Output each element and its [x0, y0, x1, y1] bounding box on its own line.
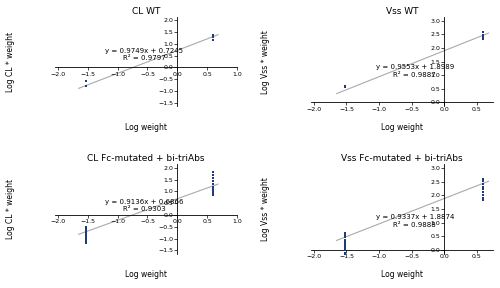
Point — [341, 255, 349, 259]
Point — [210, 173, 218, 178]
Text: y = 0.9136x + 0.6866: y = 0.9136x + 0.6866 — [105, 199, 184, 205]
Point — [210, 182, 218, 187]
Title: Vss WT: Vss WT — [386, 7, 418, 16]
Point — [210, 37, 218, 42]
Title: CL Fc-mutated + bi-triAbs: CL Fc-mutated + bi-triAbs — [87, 154, 204, 163]
Point — [341, 85, 349, 90]
Point — [82, 240, 90, 244]
Point — [341, 237, 349, 242]
Point — [341, 231, 349, 235]
Point — [82, 234, 90, 238]
Point — [210, 179, 218, 184]
Point — [210, 170, 218, 174]
Point — [210, 191, 218, 195]
Title: Vss Fc-mutated + bi-triAbs: Vss Fc-mutated + bi-triAbs — [341, 154, 462, 163]
Point — [82, 79, 90, 84]
X-axis label: Log weight: Log weight — [381, 123, 423, 132]
Point — [82, 238, 90, 243]
Point — [341, 246, 349, 251]
Point — [210, 185, 218, 190]
Point — [341, 242, 349, 246]
Point — [480, 184, 488, 189]
Point — [82, 231, 90, 235]
Point — [341, 233, 349, 238]
Text: R² = 0.9797: R² = 0.9797 — [123, 54, 166, 60]
Point — [210, 189, 218, 194]
Text: R² = 0.9887: R² = 0.9887 — [394, 72, 436, 78]
Y-axis label: Log CL * weight: Log CL * weight — [6, 179, 15, 239]
Text: R² = 0.9303: R² = 0.9303 — [123, 206, 166, 212]
Point — [82, 232, 90, 237]
Point — [480, 190, 488, 194]
Point — [480, 198, 488, 203]
Text: y = 0.9337x + 1.8874: y = 0.9337x + 1.8874 — [376, 214, 454, 220]
X-axis label: Log weight: Log weight — [381, 270, 423, 279]
Text: R² = 0.9888: R² = 0.9888 — [394, 222, 436, 228]
Point — [341, 83, 349, 88]
Point — [82, 235, 90, 240]
Point — [480, 33, 488, 37]
X-axis label: Log weight: Log weight — [125, 270, 167, 279]
Point — [341, 244, 349, 248]
Point — [82, 224, 90, 229]
Point — [341, 235, 349, 240]
Point — [480, 195, 488, 200]
Point — [341, 239, 349, 244]
Point — [82, 241, 90, 246]
Y-axis label: Log Vss * weight: Log Vss * weight — [262, 30, 270, 94]
Point — [210, 33, 218, 37]
Point — [480, 187, 488, 192]
Point — [480, 37, 488, 41]
Point — [480, 35, 488, 39]
Point — [82, 226, 90, 231]
Point — [341, 250, 349, 255]
Title: CL WT: CL WT — [132, 7, 160, 16]
Point — [82, 237, 90, 241]
Text: y = 0.9749x + 0.7245: y = 0.9749x + 0.7245 — [106, 48, 184, 54]
Point — [82, 229, 90, 234]
Point — [82, 84, 90, 88]
Point — [341, 248, 349, 253]
Point — [210, 187, 218, 192]
Point — [480, 30, 488, 35]
X-axis label: Log weight: Log weight — [125, 123, 167, 132]
Point — [480, 193, 488, 197]
Point — [82, 228, 90, 232]
Text: y = 0.9553x + 1.8989: y = 0.9553x + 1.8989 — [376, 64, 454, 70]
Point — [480, 179, 488, 184]
Y-axis label: Log CL * weight: Log CL * weight — [6, 31, 15, 92]
Y-axis label: Log Vss * weight: Log Vss * weight — [262, 177, 270, 241]
Point — [480, 176, 488, 181]
Point — [210, 192, 218, 197]
Point — [210, 176, 218, 181]
Point — [341, 252, 349, 257]
Point — [480, 182, 488, 186]
Point — [210, 35, 218, 39]
